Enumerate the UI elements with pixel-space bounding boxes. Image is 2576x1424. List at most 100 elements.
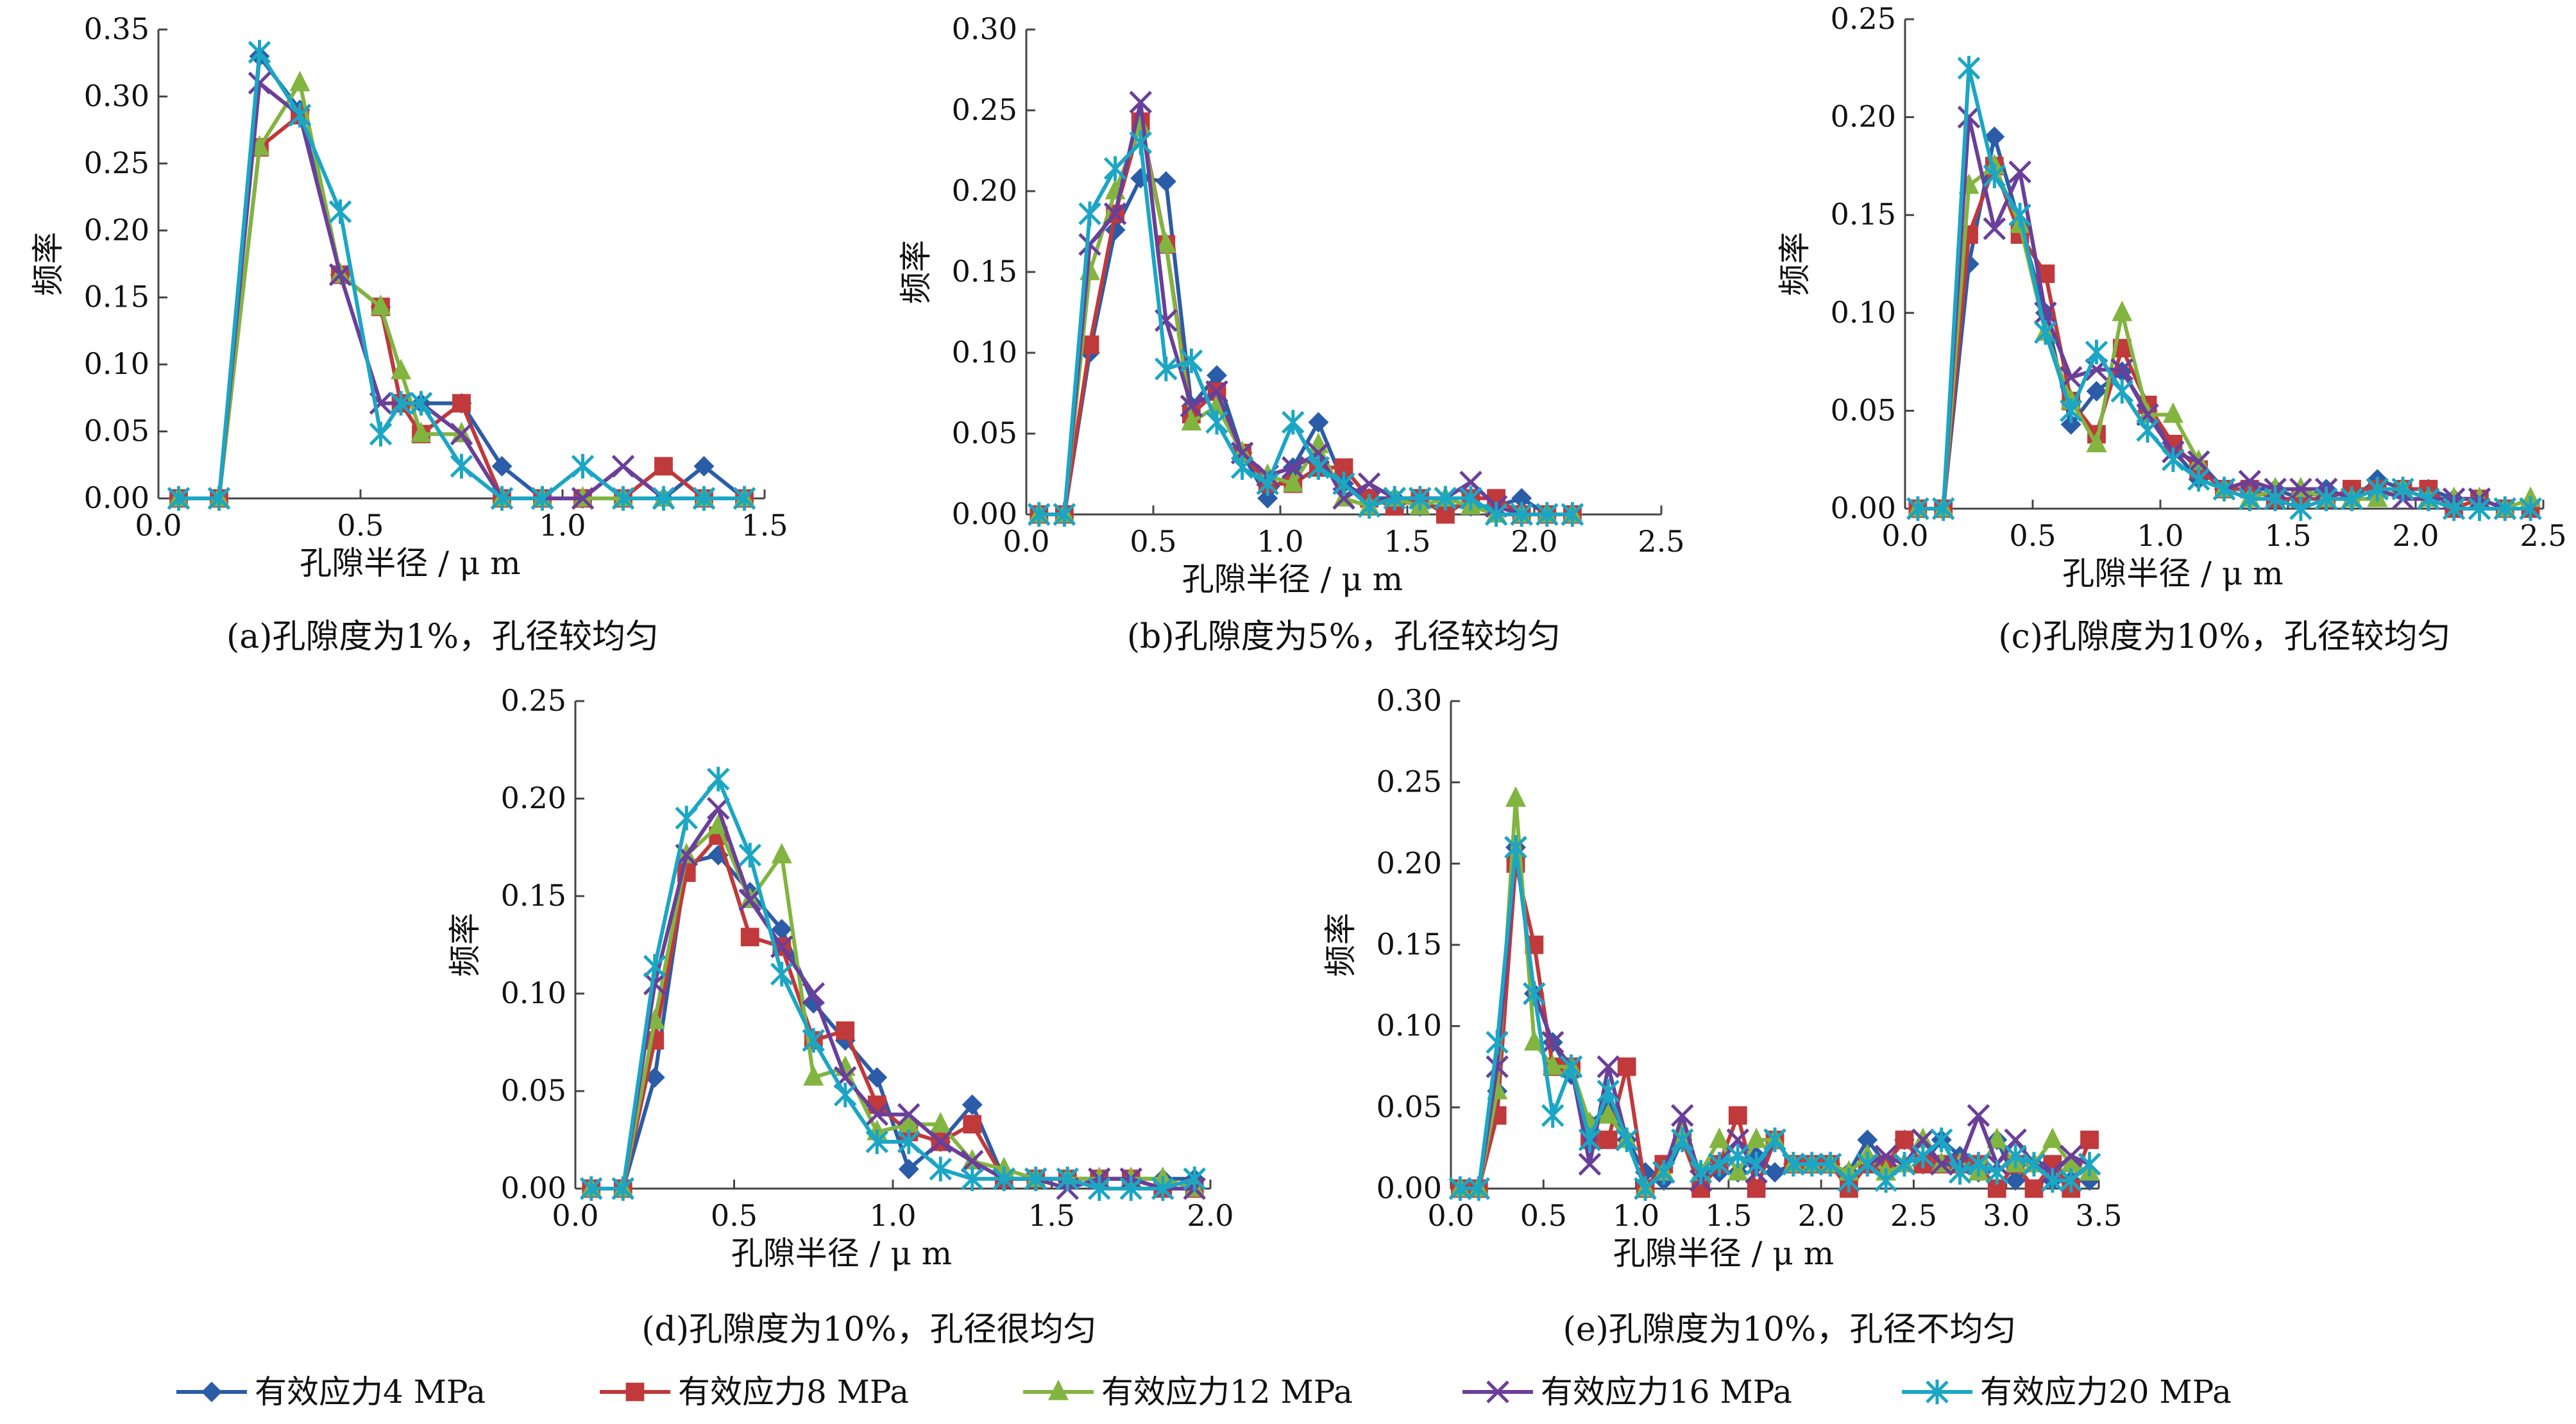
data-point <box>1597 1055 1620 1078</box>
data-point <box>1728 1106 1747 1125</box>
x-tick-label: 1.5 <box>2264 518 2311 553</box>
data-point <box>2112 300 2133 321</box>
panel-caption: (b)孔隙度为5%，孔径较均匀 <box>1127 618 1561 656</box>
data-point <box>2264 486 2287 511</box>
y-axis-title: 频率 <box>1322 913 1359 977</box>
data-point <box>1155 357 1178 382</box>
data-point <box>740 928 759 947</box>
data-point <box>1207 365 1227 386</box>
y-tick-label: 0.20 <box>1831 99 1896 134</box>
x-tick-label: 1.5 <box>1705 1198 1752 1233</box>
y-tick-label: 0.00 <box>501 1171 566 1205</box>
data-point <box>802 1028 826 1053</box>
data-point <box>2493 496 2517 521</box>
data-point <box>963 1115 982 1134</box>
data-point <box>411 421 432 443</box>
legend-item: 有效应力20 MPa <box>1902 1373 2232 1411</box>
series-line <box>1038 140 1573 516</box>
data-point <box>2366 477 2389 502</box>
x-tick-label: 1.5 <box>741 508 788 543</box>
data-point <box>2034 320 2057 345</box>
series-line <box>1038 119 1573 516</box>
data-point <box>2080 1130 2099 1149</box>
y-tick-label: 0.20 <box>1377 845 1442 880</box>
data-point <box>1837 1168 1861 1193</box>
x-tick-label: 2.0 <box>1187 1198 1233 1233</box>
data-point <box>771 919 792 940</box>
data-point <box>1486 1030 1509 1055</box>
data-point <box>1746 1127 1767 1148</box>
y-tick-label: 0.15 <box>1377 927 1442 962</box>
data-point <box>611 1176 635 1201</box>
y-tick-label: 0.15 <box>501 878 566 913</box>
data-point <box>1459 470 1482 494</box>
data-point <box>1087 1176 1111 1201</box>
data-point <box>1957 56 1981 81</box>
data-point <box>2442 496 2466 521</box>
data-point <box>571 487 595 510</box>
data-point <box>1511 487 1532 509</box>
data-point <box>1230 455 1254 480</box>
data-point <box>1129 130 1152 155</box>
data-point <box>836 1021 855 1040</box>
legend-label: 有效应力8 MPa <box>678 1373 909 1411</box>
data-point <box>2162 447 2185 472</box>
data-point <box>1155 171 1176 192</box>
data-point <box>1282 410 1305 435</box>
y-tick-label: 0.25 <box>501 683 566 718</box>
x-tick-label: 2.0 <box>1798 1198 1845 1233</box>
data-point <box>2391 477 2414 502</box>
series-line <box>1917 164 2532 511</box>
y-tick-label: 0.25 <box>952 92 1017 127</box>
legend-label: 有效应力16 MPa <box>1541 1373 1792 1411</box>
data-point <box>1357 472 1381 495</box>
legend-label: 有效应力20 MPa <box>1980 1373 2232 1411</box>
series-line <box>1917 115 2531 511</box>
data-point <box>2086 432 2107 453</box>
data-point <box>328 263 352 286</box>
x-tick-label: 0.5 <box>711 1198 758 1233</box>
data-point <box>1155 232 1176 253</box>
x-tick-label: 1.0 <box>2137 518 2183 553</box>
series-line <box>1917 164 2531 511</box>
y-tick-label: 0.05 <box>501 1073 566 1108</box>
data-point <box>897 1103 920 1126</box>
data-point <box>450 422 473 446</box>
legend: 有效应力4 MPa 有效应力8 MPa 有效应力12 MPa 有效应力16 MPa 有效… <box>176 1373 2232 1411</box>
y-tick-label: 0.05 <box>952 416 1017 450</box>
data-point <box>1103 156 1127 181</box>
data-point <box>2340 486 2364 511</box>
data-point <box>1689 1160 1713 1185</box>
data-point <box>1459 486 1482 511</box>
data-point <box>1383 486 1406 511</box>
data-point <box>2212 477 2236 502</box>
data-point <box>1598 1130 1618 1149</box>
data-point <box>490 486 514 511</box>
data-point <box>897 1129 920 1155</box>
data-point <box>370 294 391 316</box>
data-point <box>2024 1179 2044 1198</box>
x-tick-label: 0.0 <box>552 1198 598 1233</box>
data-point <box>2059 398 2083 423</box>
data-point <box>611 455 635 478</box>
data-point <box>675 806 699 831</box>
y-tick-label: 0.15 <box>84 280 149 314</box>
data-point <box>1967 1151 1990 1177</box>
data-point <box>1983 217 2006 241</box>
x-tick-label: 3.5 <box>2075 1198 2122 1233</box>
y-tick-label: 0.30 <box>1377 683 1442 718</box>
chart-panel-b: 0.00 0.05 0.10 0.15 0.20 0.25 0.30 0.0 0.5 1.0 1.5… <box>897 12 1685 656</box>
data-point <box>1745 1151 1768 1177</box>
data-point <box>1129 90 1152 114</box>
data-point <box>962 1094 983 1115</box>
data-point <box>1028 502 1051 527</box>
series-line <box>591 806 1195 1191</box>
data-point <box>2417 486 2440 511</box>
data-point <box>1561 502 1584 527</box>
data-point <box>2110 378 2134 404</box>
data-point <box>579 1176 603 1201</box>
x-tick-label: 0.5 <box>2009 518 2056 553</box>
data-point <box>1257 487 1278 509</box>
series-5 <box>1448 835 2101 1201</box>
y-axis-title: 频率 <box>1776 232 1813 296</box>
